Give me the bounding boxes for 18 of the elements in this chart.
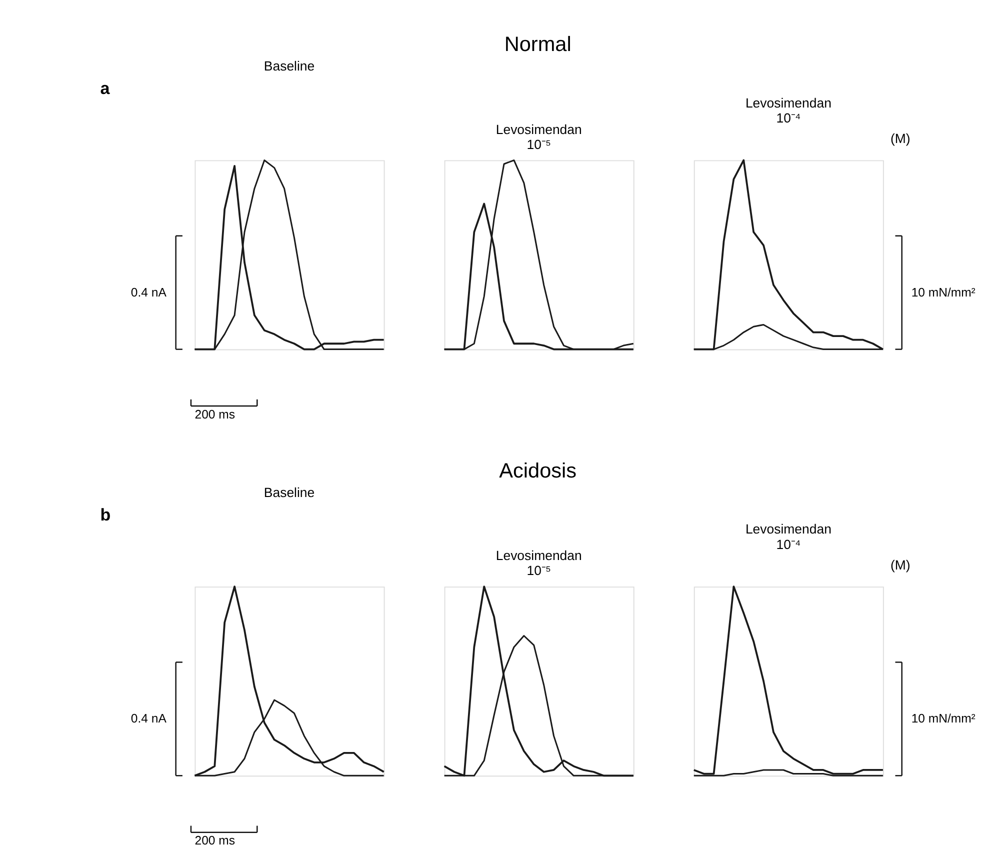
text: (M)	[890, 131, 910, 146]
text: 200 ms	[194, 407, 235, 422]
text: Acidosis	[499, 459, 577, 482]
chart-title: Baseline	[264, 484, 315, 500]
text: a	[100, 79, 110, 98]
text: Normal	[504, 33, 572, 56]
chart-title: Levosimendan 10⁻⁵	[496, 548, 582, 578]
text: 10 mN/mm²	[911, 285, 976, 300]
text: 0.4 nA	[130, 285, 168, 300]
text: 200 ms	[194, 834, 235, 848]
chart-title: Baseline	[264, 58, 315, 74]
chart-title: Levosimendan 10⁻⁵	[496, 122, 582, 152]
text: 10 mN/mm²	[911, 712, 976, 726]
text: (M)	[890, 558, 910, 573]
chart-title: Levosimendan 10⁻⁴	[745, 95, 832, 126]
chart-title: Levosimendan 10⁻⁴	[745, 522, 832, 552]
text: 0.4 nA	[130, 712, 168, 726]
text: b	[100, 505, 111, 524]
